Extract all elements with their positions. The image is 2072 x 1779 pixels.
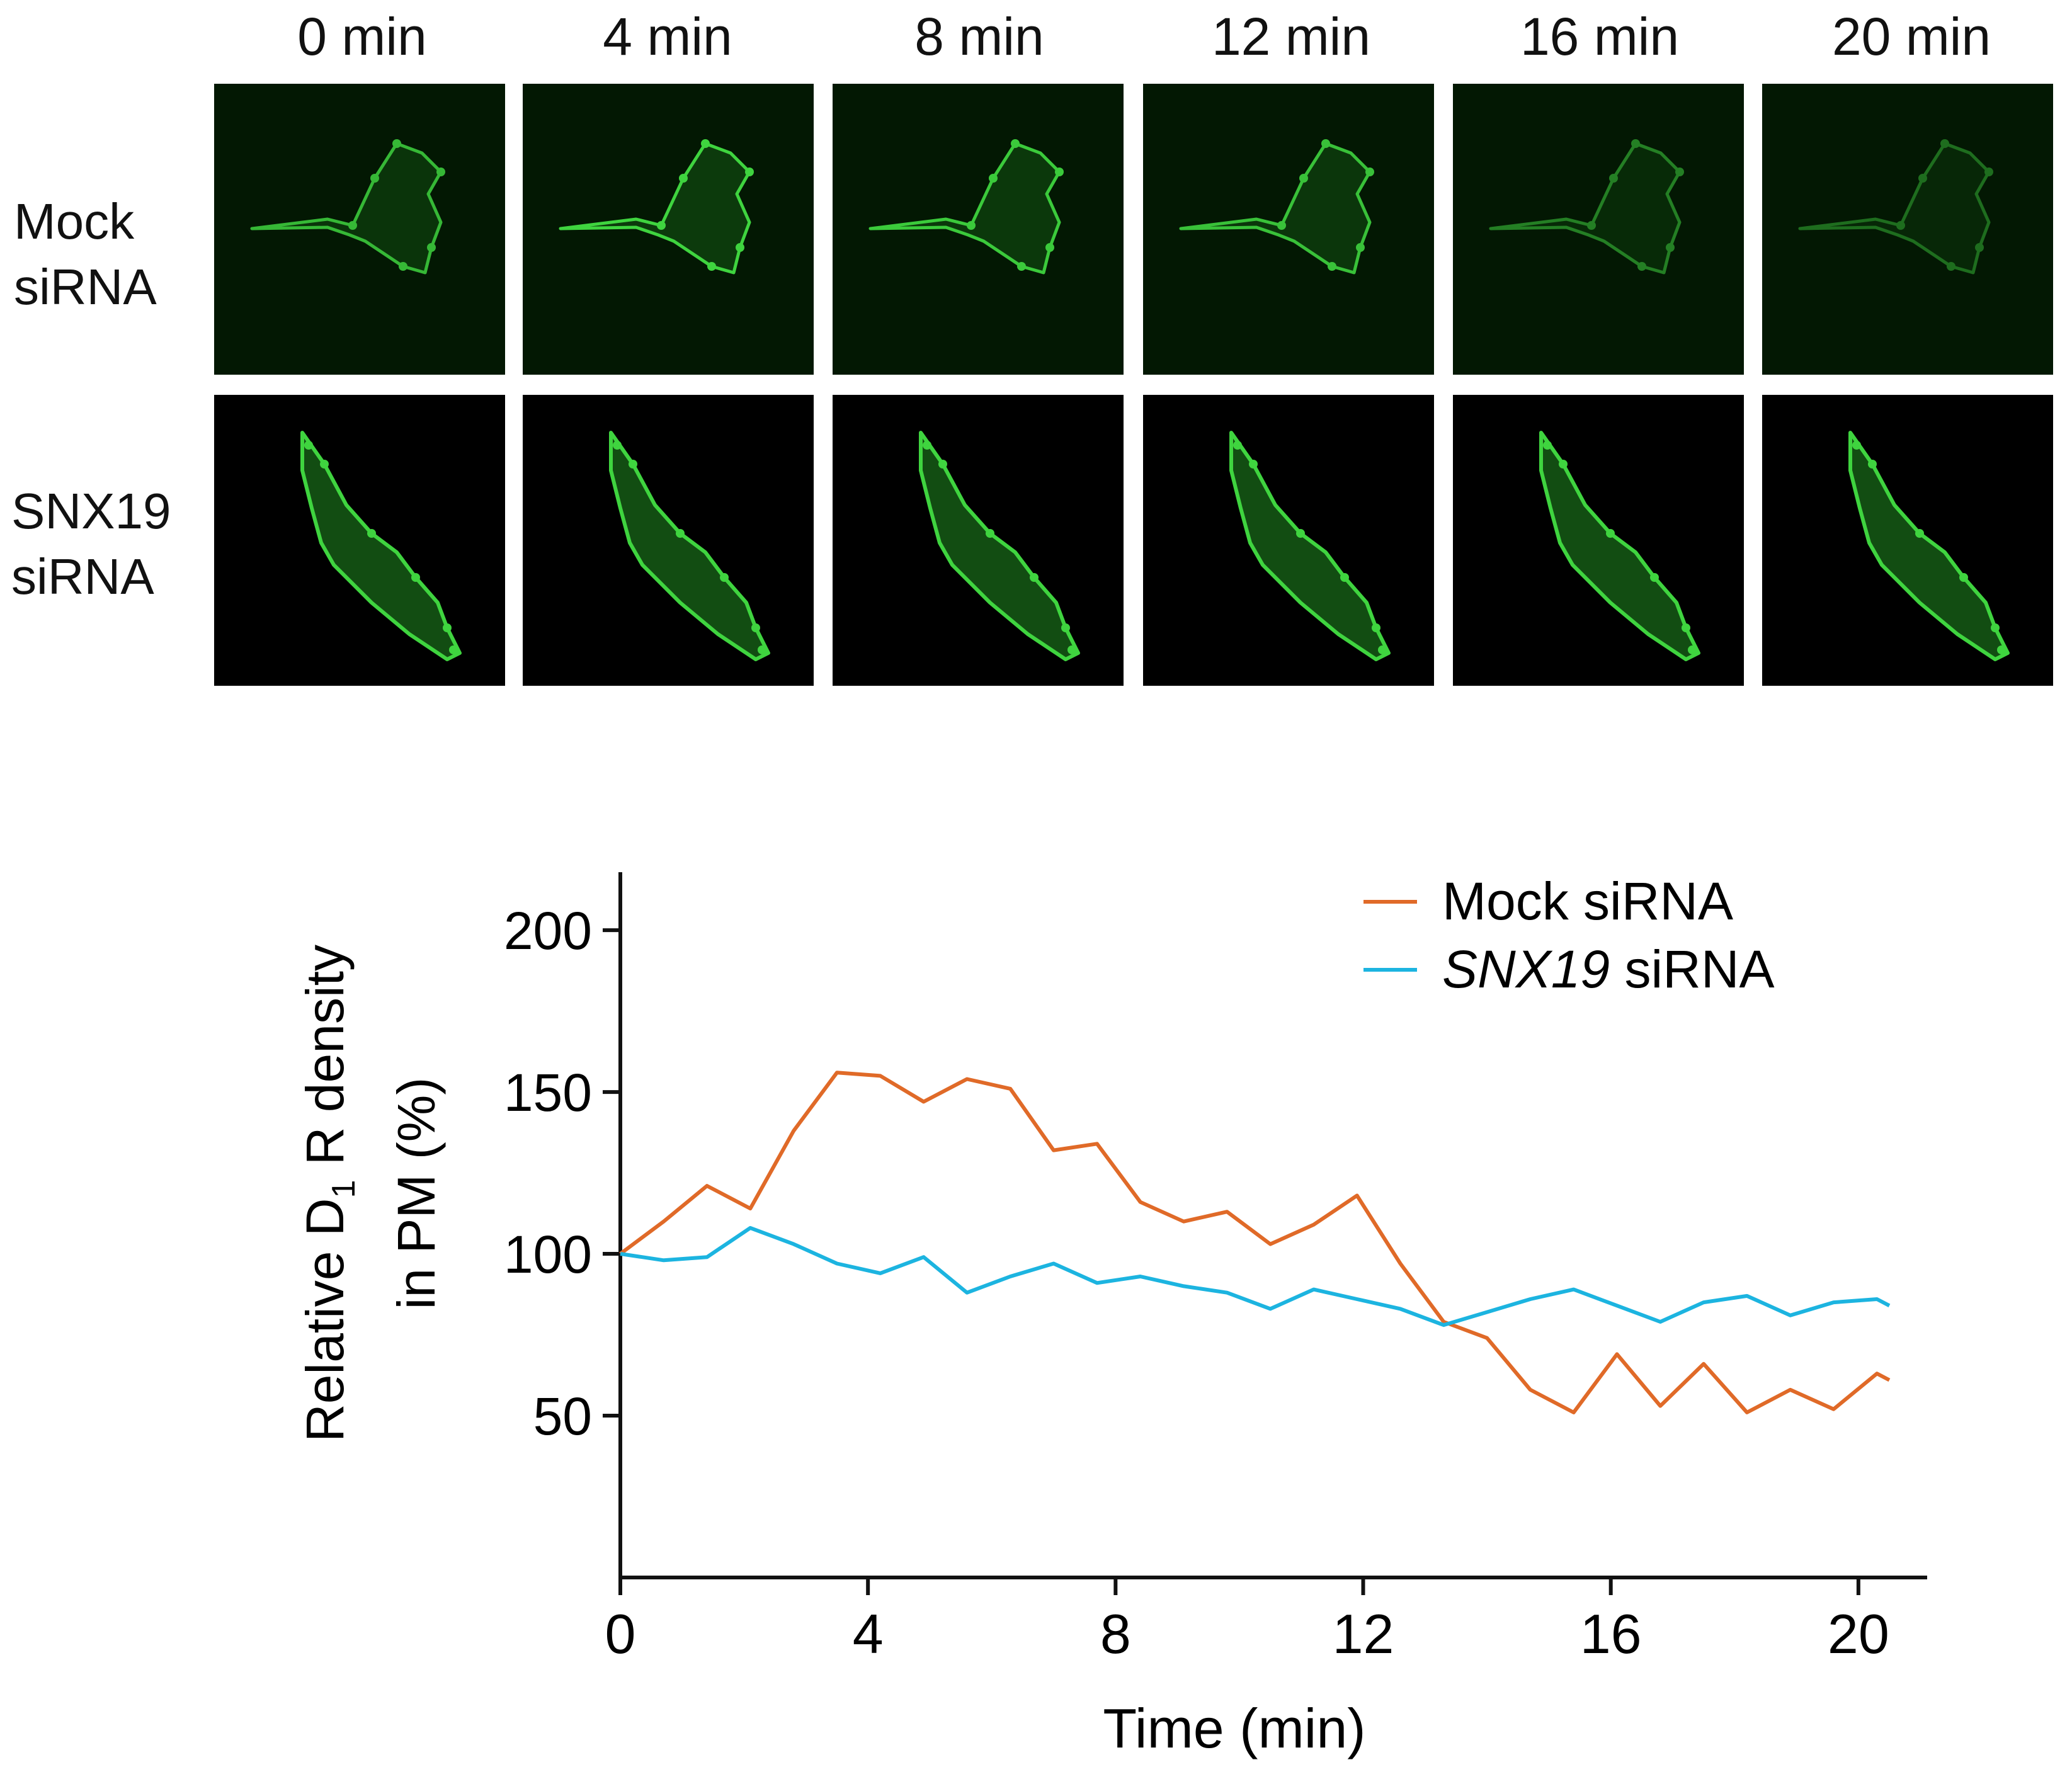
x-tick-label-1: 4 xyxy=(853,1603,884,1665)
legend-label-0-main: Mock xyxy=(1442,872,1569,931)
row-label-snx19: SNX19 siRNA xyxy=(11,479,171,610)
row-label-mock: Mock siRNA xyxy=(14,189,157,320)
time-label-5: 20 min xyxy=(1831,7,1991,66)
chart-series xyxy=(619,1071,1891,1414)
y-axis-label-sub: 1 xyxy=(326,1180,362,1198)
microscopy-panel-mock-4 xyxy=(1453,84,1744,375)
x-tick-label-0: 0 xyxy=(605,1603,636,1665)
row-label-snx19-line1: SNX19 xyxy=(11,483,171,539)
row-label-mock-line1: Mock xyxy=(14,193,135,249)
y-tick-label-0: 50 xyxy=(533,1387,592,1446)
time-label-4: 16 min xyxy=(1520,7,1680,66)
y-axis-label-line1: Relative D1 R density xyxy=(295,945,362,1442)
microscopy-panel-mock-3 xyxy=(1143,84,1434,375)
microscopy-panel-snx19-3 xyxy=(1143,395,1434,686)
microscopy-panel-snx19-0 xyxy=(214,395,505,686)
x-axis-label: Time (min) xyxy=(1103,1697,1365,1759)
x-tick-label-2: 8 xyxy=(1100,1603,1131,1665)
series-line-1 xyxy=(620,1225,1891,1327)
time-label-2: 8 min xyxy=(914,7,1044,66)
y-tick-label-3: 200 xyxy=(504,901,592,960)
x-tick-label-3: 12 xyxy=(1333,1603,1394,1665)
microscopy-panel-snx19-2 xyxy=(833,395,1124,686)
microscopy-panel-mock-2 xyxy=(833,84,1124,375)
legend-label-1-main: SNX19 xyxy=(1442,940,1610,999)
chart-axes: 0 4 8 12 16 20 50 100 150 200 xyxy=(504,872,1927,1665)
y-axis-label-pre: Relative D xyxy=(295,1198,355,1441)
x-tick-label-5: 20 xyxy=(1828,1603,1889,1665)
y-tick-label-1: 100 xyxy=(504,1225,592,1284)
row-label-snx19-line2: siRNA xyxy=(11,548,154,605)
legend-label-0: Mock siRNA xyxy=(1442,872,1733,931)
microscopy-panel-snx19-1 xyxy=(523,395,814,686)
x-tick-label-4: 16 xyxy=(1580,1603,1642,1665)
time-label-3: 12 min xyxy=(1211,7,1371,66)
time-label-1: 4 min xyxy=(603,7,732,66)
microscopy-panel-mock-0 xyxy=(214,84,505,375)
legend-label-0-suffix: siRNA xyxy=(1569,872,1733,931)
microscopy-panel-snx19-5 xyxy=(1762,395,2053,686)
legend-label-1: SNX19 siRNA xyxy=(1442,940,1775,999)
microscopy-panel-snx19-4 xyxy=(1453,395,1744,686)
y-axis-label-post: R density xyxy=(295,945,355,1180)
y-tick-label-2: 150 xyxy=(504,1063,592,1122)
y-axis-label-line2: in PM (%) xyxy=(387,1077,446,1310)
time-label-0: 0 min xyxy=(297,7,427,66)
series-line-0 xyxy=(619,1071,1891,1414)
row-label-mock-line2: siRNA xyxy=(14,259,157,315)
microscopy-panel-mock-5 xyxy=(1762,84,2053,375)
legend-label-1-suffix: siRNA xyxy=(1610,940,1774,999)
microscopy-panel-mock-1 xyxy=(523,84,814,375)
